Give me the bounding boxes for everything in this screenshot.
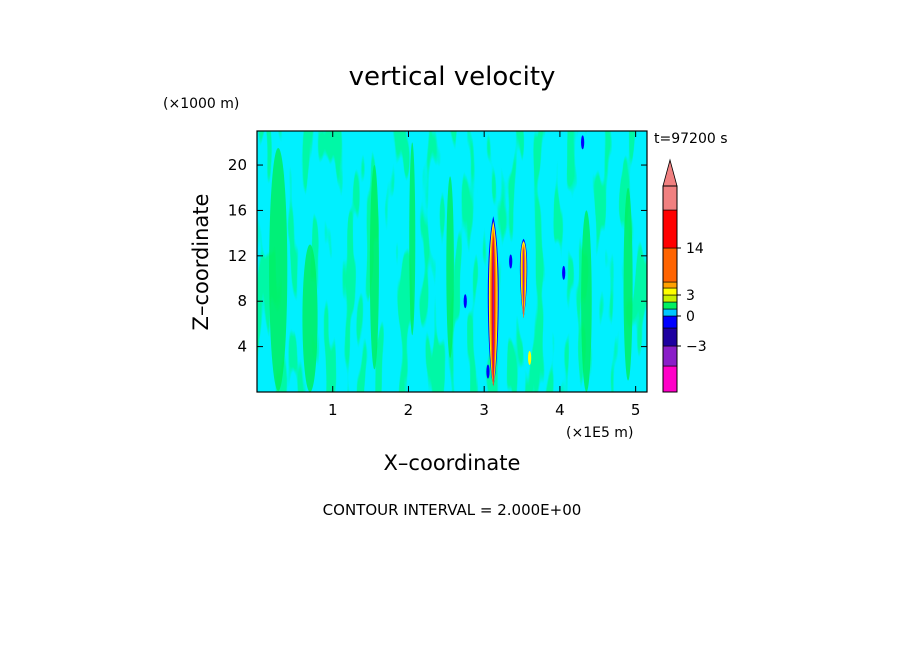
positive-streak [446,176,454,358]
x-unit-label: (×1E5 m) [566,425,633,441]
y-tick-label: 4 [237,338,247,356]
positive-streak [623,187,633,381]
colorbar-bin [662,315,678,329]
velocity-spot [486,364,490,379]
colorbar-frame [662,185,678,393]
velocity-spot [463,294,467,309]
y-tick-label: 16 [228,201,247,219]
y-tick-label: 8 [237,292,247,310]
colorbar-extend-arrow [662,158,678,187]
positive-streak [302,244,318,392]
plot-frame [256,130,648,393]
colorbar-bin [662,247,678,283]
colorbar-label: −3 [686,339,707,355]
x-tick-label: 3 [479,401,489,419]
updraft-core-contour [492,239,494,387]
colorbar-bin [662,327,678,347]
time-label: t=97200 s [654,131,728,147]
colorbar-bin [662,365,678,393]
colorbar-bin [662,294,678,303]
colorbar-bin [662,301,678,310]
x-tick-label: 1 [328,401,338,419]
x-tick-label: 4 [555,401,565,419]
colorbar-label: 14 [686,241,704,257]
field-streaks [269,142,633,392]
colorbar-label: 3 [686,288,695,304]
positive-streak [581,210,592,392]
x-axis-label: X–coordinate [384,451,521,475]
y-unit-label: (×1000 m) [163,96,239,112]
colorbar-bin [662,185,678,211]
velocity-spot [562,265,566,280]
velocity-spot [509,254,513,269]
updraft-features [463,135,585,387]
colorbar-bin [662,281,678,289]
y-tick-label: 20 [228,156,247,174]
positive-streak [409,142,416,336]
positive-streak [269,148,288,391]
velocity-spot [528,350,532,365]
y-axis-label: Z–coordinate [189,194,213,331]
colorbar-bin [662,287,678,296]
y-tick-label: 12 [228,247,247,265]
colorbar-label: 0 [686,309,695,325]
chart-title: vertical velocity [349,62,556,92]
colorbar-bin [662,209,678,249]
contour-interval-text: CONTOUR INTERVAL = 2.000E+00 [323,501,582,519]
updraft-secondary-contour [523,248,525,319]
x-axis: 1 2 3 4 5 [328,131,640,419]
positive-streak [369,165,379,370]
plot-area [257,131,647,392]
colorbar-bin [662,345,678,367]
x-tick-label: 5 [631,401,641,419]
colorbar-bin [662,308,678,317]
velocity-spot [581,135,585,150]
colorbar: −3 0 3 14 [662,158,707,393]
x-tick-label: 2 [404,401,414,419]
y-axis: 4 8 12 16 20 [228,156,647,356]
